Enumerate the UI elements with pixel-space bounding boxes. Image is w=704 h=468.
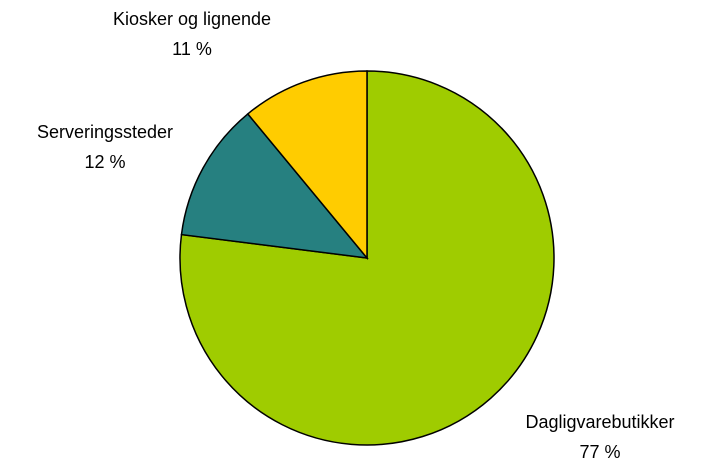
value-label: 77 % bbox=[579, 442, 620, 462]
slice-label: Serveringssteder bbox=[37, 122, 173, 142]
slice-label: Kiosker og lignende bbox=[113, 9, 271, 29]
value-label: 11 % bbox=[172, 39, 212, 59]
value-label: 12 % bbox=[84, 152, 125, 172]
pie-slice bbox=[180, 112, 369, 259]
slice-label: Dagligvarebutikker bbox=[525, 412, 674, 432]
pie-slice bbox=[246, 70, 368, 261]
